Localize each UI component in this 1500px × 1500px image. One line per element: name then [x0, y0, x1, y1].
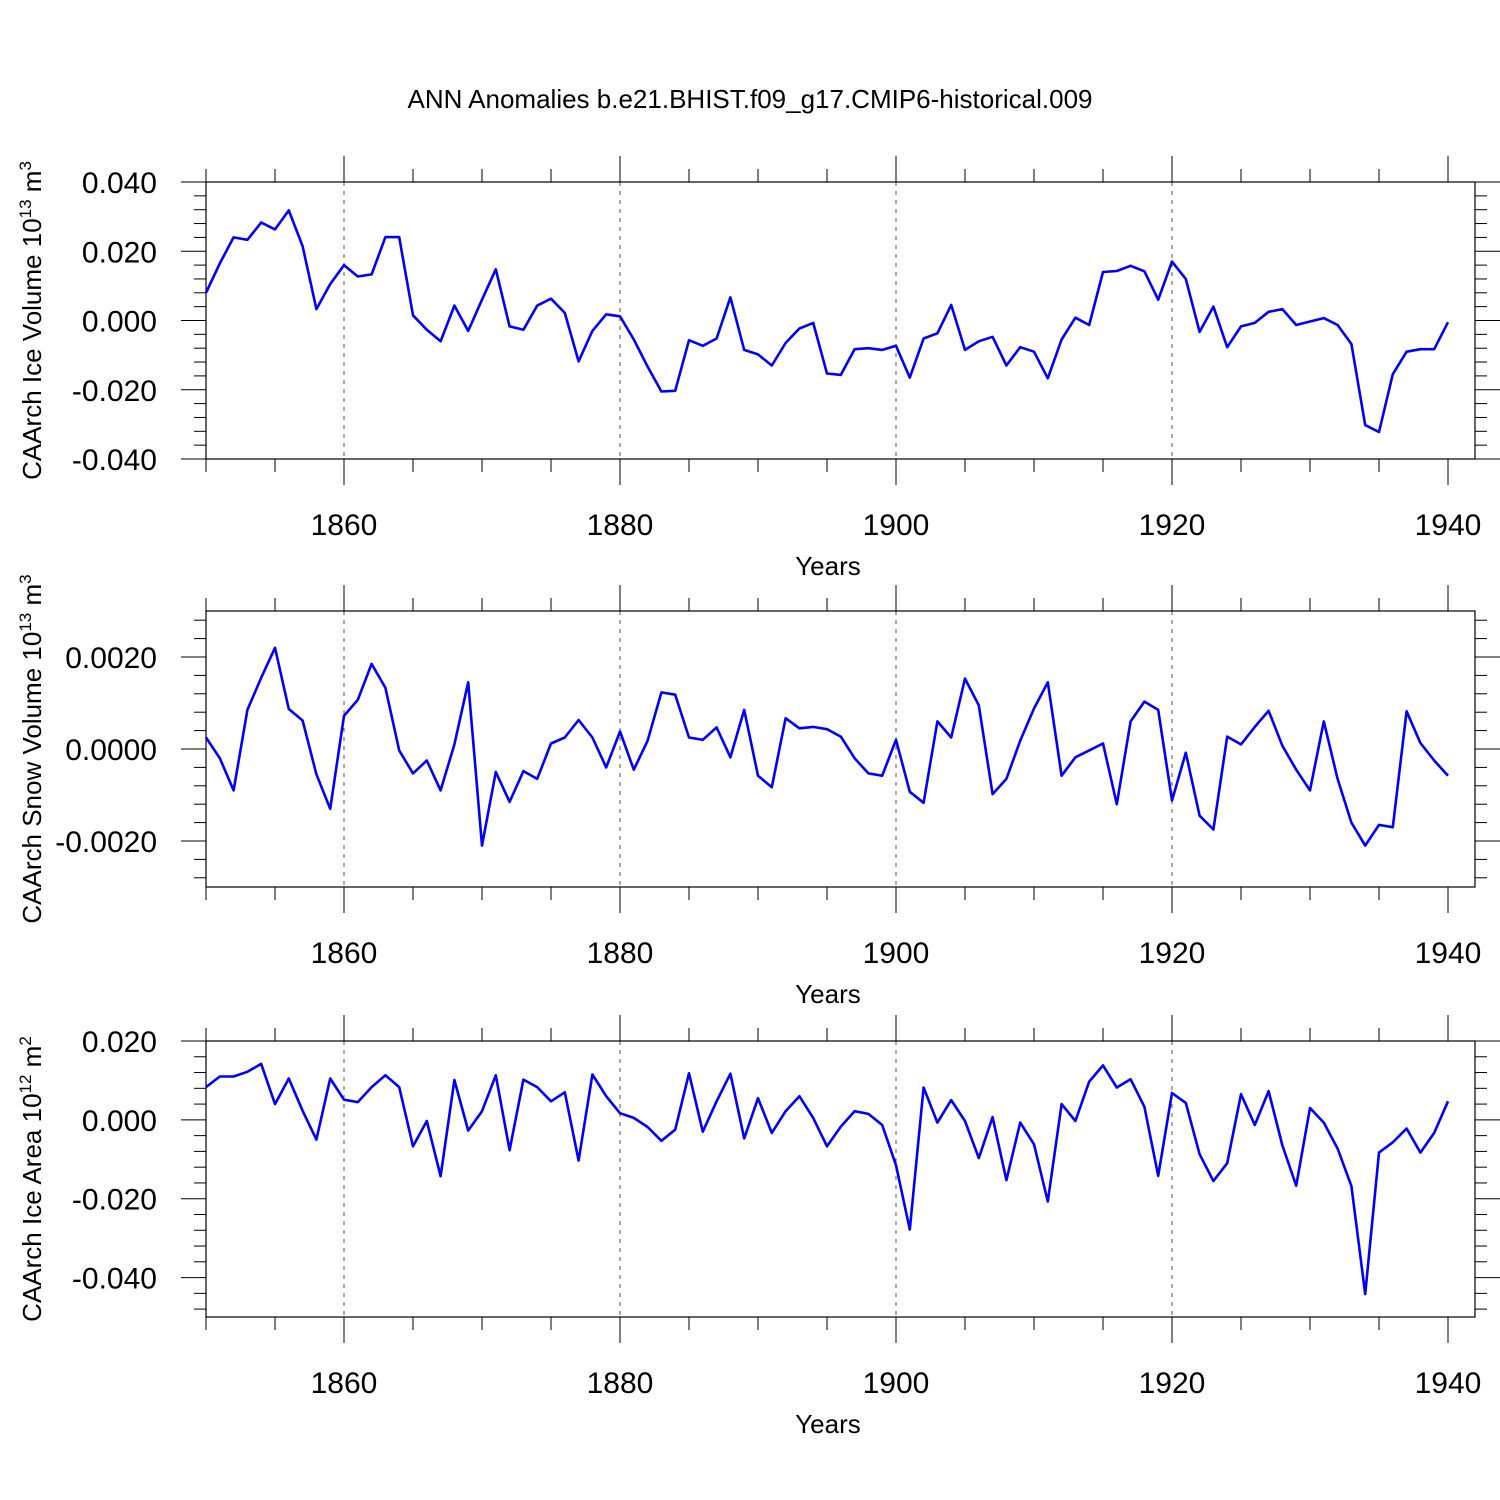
ice-volume-ytick-label: -0.020 — [72, 375, 157, 408]
snow-volume-xtick-label: 1900 — [863, 937, 930, 970]
ice-area-ytick-label: 0.020 — [82, 1026, 157, 1059]
snow-volume-xtick-label: 1880 — [587, 937, 654, 970]
snow-volume-ytick-label: 0.0000 — [65, 734, 157, 767]
snow-volume-series-line — [204, 646, 1449, 847]
snow-volume-xlabel: Years — [795, 979, 861, 1009]
chart-title: ANN Anomalies b.e21.BHIST.f09_g17.CMIP6-… — [407, 84, 1092, 114]
snow-volume-xtick-label: 1860 — [311, 937, 378, 970]
ice-volume-xtick-label: 1920 — [1139, 509, 1206, 542]
ice-area-ylabel: CAArch Ice Area 1012 m2 — [16, 1036, 47, 1322]
ice-volume-frame — [205, 181, 1476, 460]
ice-area-xtick-label: 1940 — [1415, 1367, 1482, 1400]
ice-area-xtick-label: 1920 — [1139, 1367, 1206, 1400]
snow-volume-ylabel: CAArch Snow Volume 1013 m3 — [16, 574, 47, 923]
ice-volume-ytick-label: 0.000 — [82, 306, 157, 339]
ice-area-xtick-label: 1880 — [587, 1367, 654, 1400]
ice-volume-ytick-label: 0.040 — [82, 167, 157, 200]
panel-snow-volume: -0.0020 0.0000 0.0020 1860 1880 1900 1920 1940 Y… — [16, 574, 1500, 1009]
ice-area-xtick-label: 1860 — [311, 1367, 378, 1400]
ice-volume-ytick-label: 0.020 — [82, 236, 157, 269]
ice-volume-ytick-label: -0.040 — [72, 444, 157, 477]
ice-volume-xtick-label: 1940 — [1415, 509, 1482, 542]
ice-area-ytick-label: -0.040 — [72, 1263, 157, 1296]
panel-ice-volume: -0.040 -0.020 0.000 0.020 0.040 1860 1880 1900 1… — [16, 156, 1500, 581]
ice-area-frame — [205, 1040, 1476, 1318]
snow-volume-ytick-label: -0.0020 — [55, 826, 157, 859]
ice-area-series-line — [205, 1062, 1450, 1296]
ice-volume-xtick-label: 1860 — [311, 509, 378, 542]
snow-volume-xtick-label: 1940 — [1415, 937, 1482, 970]
ice-area-ytick-label: 0.000 — [82, 1105, 157, 1138]
ice-area-xlabel: Years — [795, 1409, 861, 1439]
snow-volume-ytick-label: 0.0020 — [65, 642, 157, 675]
snow-volume-xtick-label: 1920 — [1139, 937, 1206, 970]
panel-ice-area: -0.040 -0.020 0.000 0.020 1860 1880 1900 1920 19… — [16, 1015, 1500, 1439]
ice-volume-xtick-label: 1880 — [587, 509, 654, 542]
ice-area-xtick-label: 1900 — [863, 1367, 930, 1400]
ice-volume-xlabel: Years — [795, 551, 861, 581]
ice-volume-series-line — [204, 209, 1450, 434]
ice-area-ytick-label: -0.020 — [72, 1184, 157, 1217]
ice-volume-xtick-label: 1900 — [863, 509, 930, 542]
ice-volume-ylabel: CAArch Ice Volume 1013 m3 — [16, 161, 47, 480]
